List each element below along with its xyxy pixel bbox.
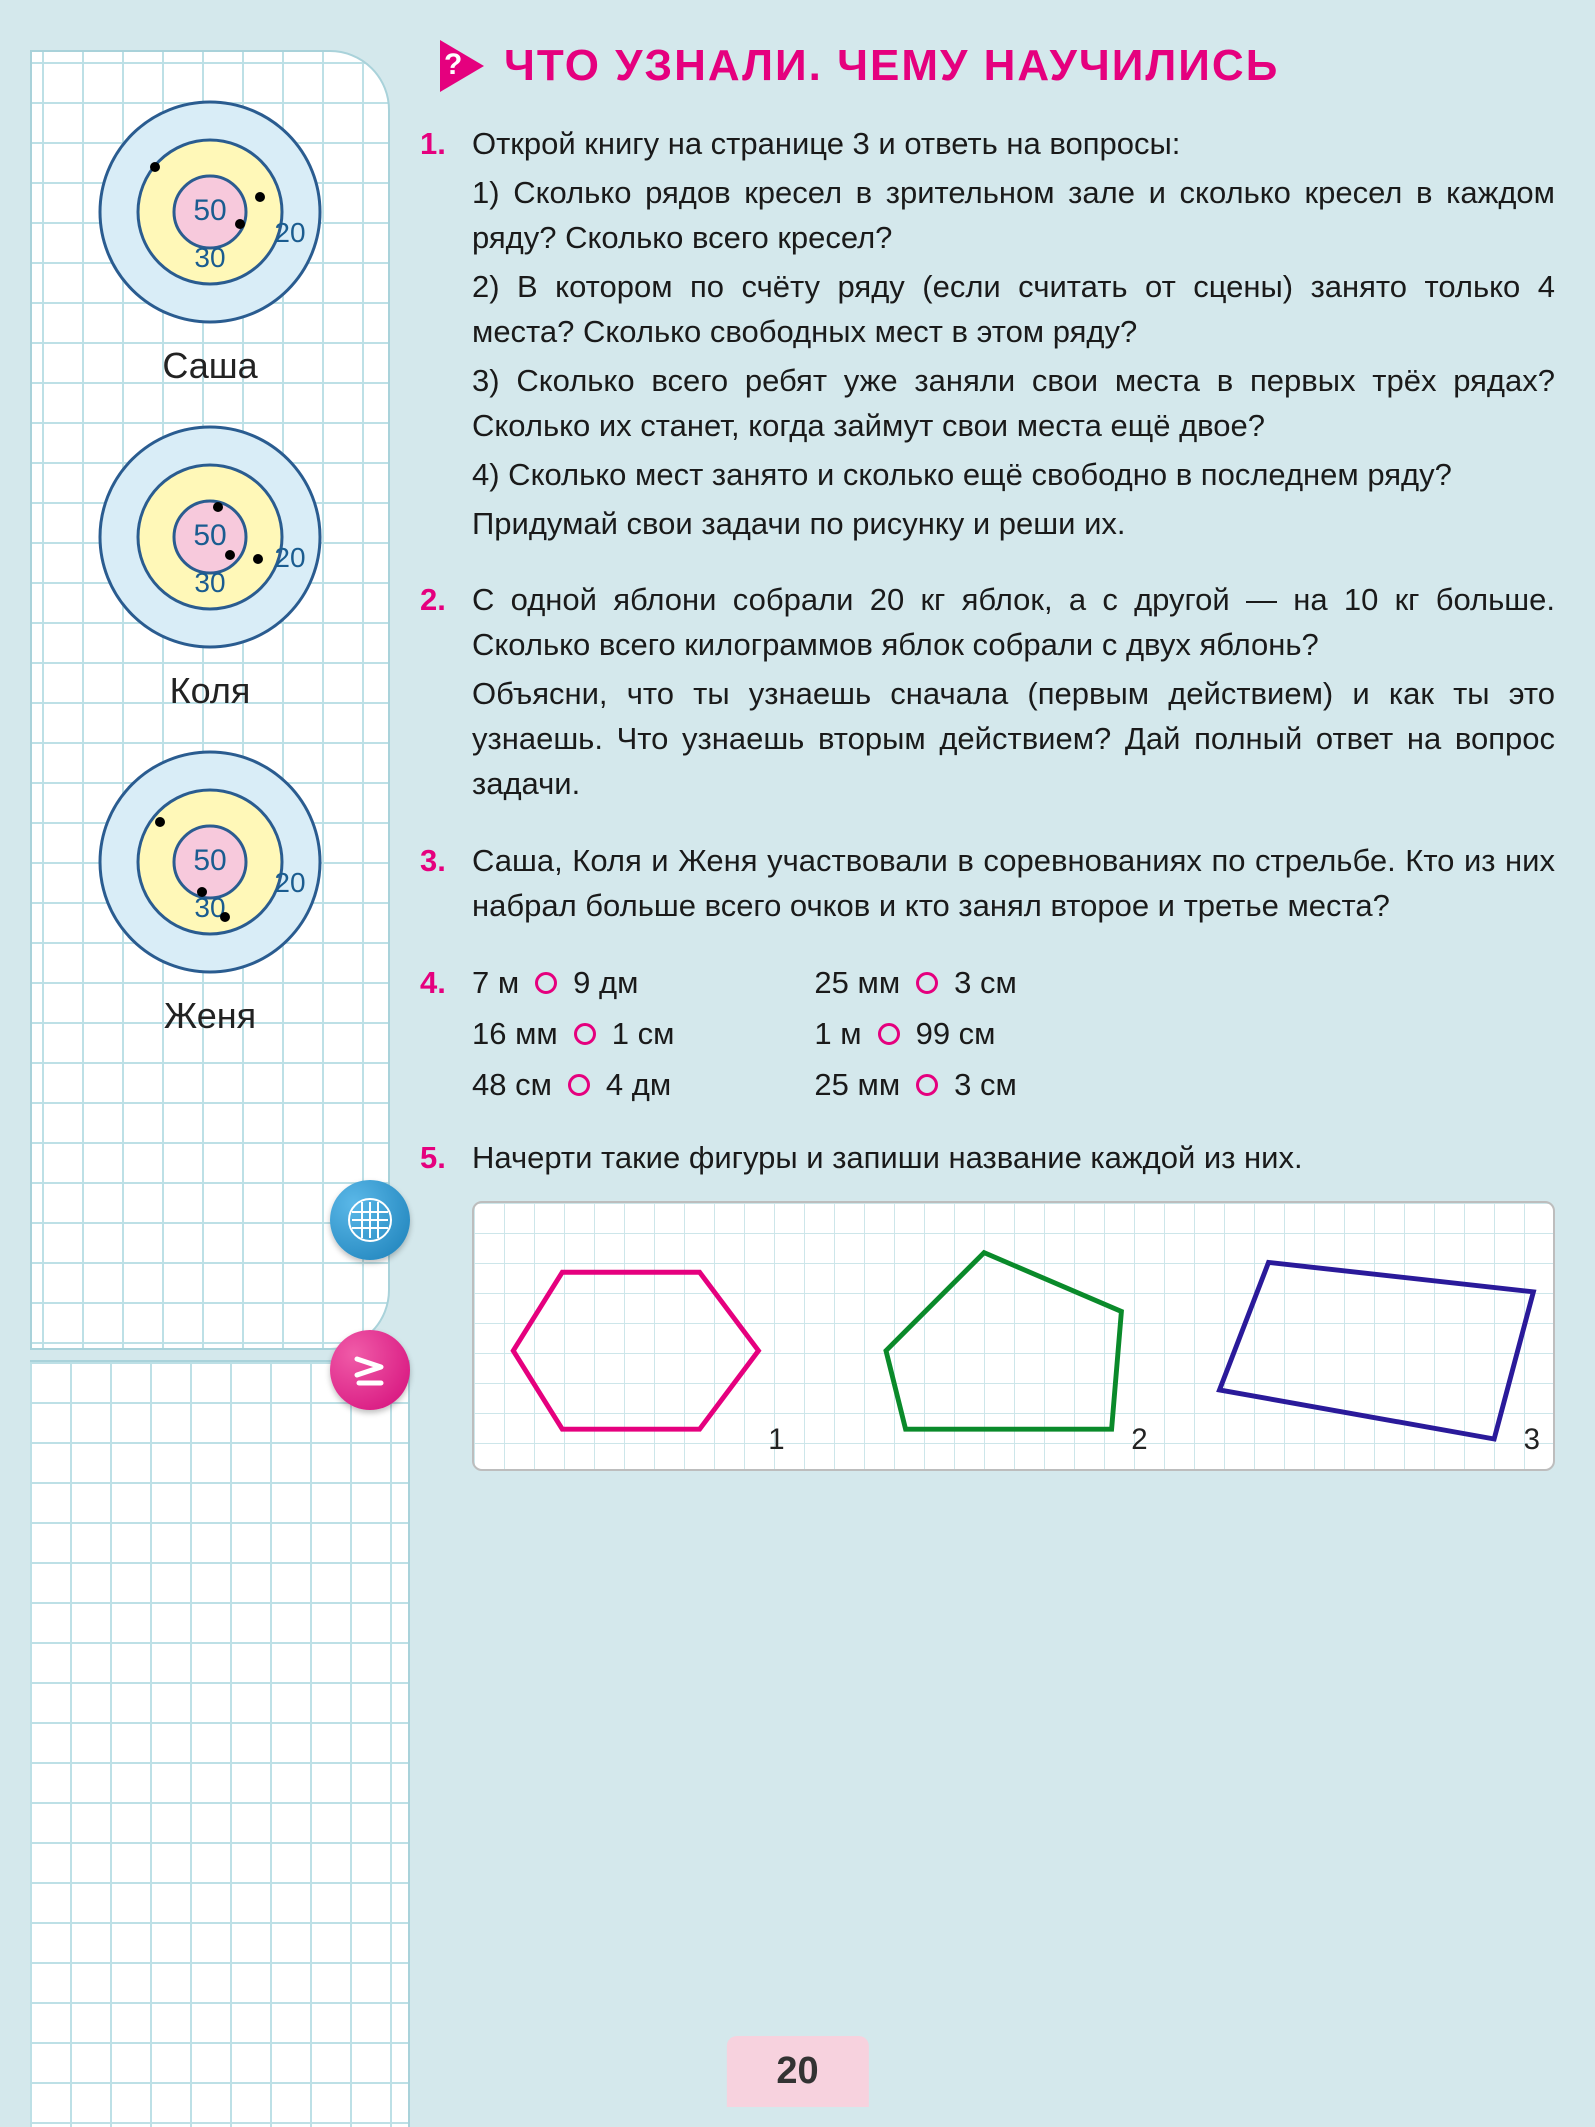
section-title-text: ЧТО УЗНАЛИ. ЧЕМУ НАУЧИЛИСЬ (504, 41, 1279, 91)
shape-pentagon: 2 (886, 1252, 1148, 1455)
task2-p2: Объясни, что ты узнаешь сначала (первым … (472, 672, 1555, 807)
comparison-row: 25 мм 3 см (814, 961, 1016, 1006)
svg-text:2: 2 (1131, 1423, 1147, 1456)
comp-left-val: 48 см (472, 1063, 552, 1108)
comparison-row: 48 см 4 дм (472, 1063, 674, 1108)
compare-circle-icon (535, 972, 557, 994)
task-number: 5. (420, 1136, 456, 1471)
task3-text: Саша, Коля и Женя участвовали в соревнов… (472, 839, 1555, 929)
target-svg: 50 30 20 (90, 92, 330, 332)
task-number: 1. (420, 122, 456, 550)
comp-left-val: 1 м (814, 1012, 861, 1057)
comp-right-val: 1 см (612, 1012, 675, 1057)
task-number: 2. (420, 578, 456, 811)
compare-circle-icon (916, 1074, 938, 1096)
task-body: Открой книгу на странице 3 и ответь на в… (472, 122, 1555, 550)
comp-left-val: 7 м (472, 961, 519, 1006)
comparison-left-col: 7 м 9 дм 16 мм 1 см 48 см 4 дм (472, 961, 674, 1108)
task-body: 7 м 9 дм 16 мм 1 см 48 см 4 дм 25 мм 3 см 1 м 99… (472, 961, 1017, 1108)
section-header: ЧТО УЗНАЛИ. ЧЕМУ НАУЧИЛИСЬ (440, 40, 1555, 92)
comp-left-val: 25 мм (814, 1063, 900, 1108)
task-5: 5. Начерти такие фигуры и запиши названи… (420, 1136, 1555, 1471)
target-Коля: 50 30 20 Коля (32, 417, 388, 712)
task-4: 4. 7 м 9 дм 16 мм 1 см 48 см 4 дм 25 мм 3 см 1 … (420, 961, 1555, 1108)
task-1: 1. Открой книгу на странице 3 и ответь н… (420, 122, 1555, 550)
comparison-table: 7 м 9 дм 16 мм 1 см 48 см 4 дм 25 мм 3 см 1 м 99… (472, 961, 1017, 1108)
svg-text:20: 20 (274, 867, 305, 898)
target-Саша: 50 30 20 Саша (32, 92, 388, 387)
target-svg: 50 30 20 (90, 417, 330, 657)
comp-right-val: 99 см (916, 1012, 996, 1057)
comparison-right-col: 25 мм 3 см 1 м 99 см 25 мм 3 см (814, 961, 1016, 1108)
target-label: Коля (32, 670, 388, 712)
svg-text:30: 30 (194, 567, 225, 598)
svg-text:30: 30 (194, 242, 225, 273)
svg-text:50: 50 (193, 194, 226, 227)
compare-circle-icon (574, 1023, 596, 1045)
task-number: 4. (420, 961, 456, 1108)
lower-grid-panel (30, 1360, 410, 2127)
task2-p1: С одной яблони собрали 20 кг яблок, а с … (472, 578, 1555, 668)
page-number: 20 (726, 2036, 868, 2107)
task1-q2: 2) В котором по счёту ряду (если считать… (472, 265, 1555, 355)
svg-text:3: 3 (1524, 1423, 1540, 1456)
compare-icon (330, 1330, 410, 1410)
comparison-row: 16 мм 1 см (472, 1012, 674, 1057)
comp-left-val: 16 мм (472, 1012, 558, 1057)
comp-right-val: 9 дм (573, 961, 638, 1006)
sidebar-grid-panel: 50 30 20 Саша 50 30 20 Коля 50 30 20 Жен… (30, 50, 390, 1350)
task1-tail: Придумай свои задачи по рисунку и реши и… (472, 502, 1555, 547)
task-3: 3. Саша, Коля и Женя участвовали в сорев… (420, 839, 1555, 933)
task5-text: Начерти такие фигуры и запиши название к… (472, 1136, 1555, 1181)
content-area: ЧТО УЗНАЛИ. ЧЕМУ НАУЧИЛИСЬ 1. Открой кни… (420, 40, 1555, 2007)
shape-hexagon: 1 (513, 1272, 784, 1456)
comparison-row: 25 мм 3 см (814, 1063, 1016, 1108)
target-svg: 50 30 20 (90, 742, 330, 982)
shapes-panel: 1 2 3 (472, 1201, 1555, 1471)
task-body: С одной яблони собрали 20 кг яблок, а с … (472, 578, 1555, 811)
compare-circle-icon (568, 1074, 590, 1096)
svg-text:20: 20 (274, 542, 305, 573)
comp-left-val: 25 мм (814, 961, 900, 1006)
target-label: Женя (32, 995, 388, 1037)
svg-text:1: 1 (768, 1423, 784, 1456)
question-triangle-icon (440, 40, 484, 92)
comparison-row: 1 м 99 см (814, 1012, 1016, 1057)
comp-right-val: 3 см (954, 961, 1017, 1006)
task1-q4: 4) Сколько мест занято и сколько ещё сво… (472, 453, 1555, 498)
task1-q3: 3) Сколько всего ребят уже заняли свои м… (472, 359, 1555, 449)
task-body: Саша, Коля и Женя участвовали в соревнов… (472, 839, 1555, 933)
page: 50 30 20 Саша 50 30 20 Коля 50 30 20 Жен… (0, 0, 1595, 2127)
shape-quadrilateral: 3 (1219, 1262, 1539, 1455)
svg-text:50: 50 (193, 844, 226, 877)
target-label: Саша (32, 345, 388, 387)
comparison-row: 7 м 9 дм (472, 961, 674, 1006)
comp-right-val: 3 см (954, 1063, 1017, 1108)
svg-text:20: 20 (274, 217, 305, 248)
grid-icon (330, 1180, 410, 1260)
task1-q1: 1) Сколько рядов кресел в зрительном зал… (472, 171, 1555, 261)
task-2: 2. С одной яблони собрали 20 кг яблок, а… (420, 578, 1555, 811)
comp-right-val: 4 дм (606, 1063, 671, 1108)
target-Женя: 50 30 20 Женя (32, 742, 388, 1037)
task-number: 3. (420, 839, 456, 933)
compare-circle-icon (878, 1023, 900, 1045)
task-body: Начерти такие фигуры и запиши название к… (472, 1136, 1555, 1471)
svg-text:50: 50 (193, 519, 226, 552)
compare-circle-icon (916, 972, 938, 994)
shapes-svg: 1 2 3 (474, 1203, 1553, 1469)
task1-intro: Открой книгу на странице 3 и ответь на в… (472, 122, 1555, 167)
